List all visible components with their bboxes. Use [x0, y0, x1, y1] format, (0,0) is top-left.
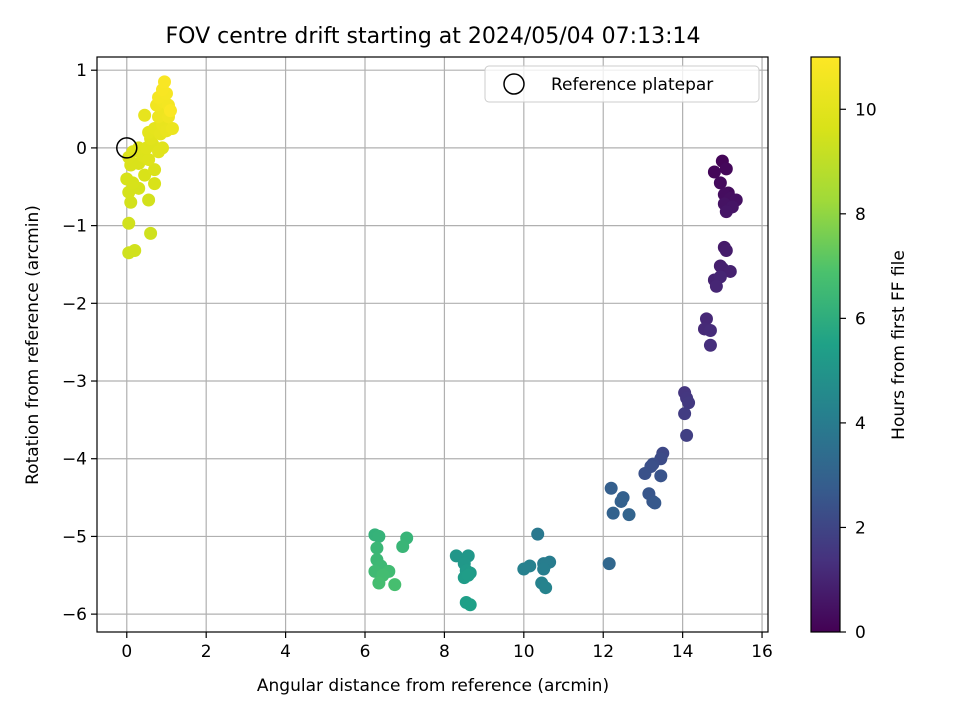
legend-box [484, 65, 760, 103]
data-point [126, 176, 140, 190]
data-point [604, 481, 618, 495]
data-point [148, 177, 162, 191]
y-tick-label: 1 [76, 61, 87, 81]
data-point [703, 338, 717, 352]
colorbar-tick-label: 2 [855, 518, 866, 538]
data-point [682, 396, 696, 410]
data-point [142, 153, 156, 167]
y-tick-label: −5 [62, 527, 87, 547]
y-tick-label: −4 [62, 450, 87, 470]
data-point [719, 243, 733, 257]
x-axis-label: Angular distance from reference (arcmin) [257, 676, 609, 696]
y-tick-label: −2 [62, 294, 87, 314]
data-point [719, 162, 733, 176]
data-point [165, 121, 179, 135]
data-point [537, 562, 551, 576]
data-point [614, 494, 628, 508]
data-points [120, 75, 743, 612]
colorbar-ticks: 0 2 4 6 8 10 [840, 100, 877, 643]
data-point [122, 216, 136, 230]
data-point [396, 540, 410, 554]
data-point [142, 193, 156, 207]
data-point [388, 578, 402, 592]
data-point [138, 168, 152, 182]
data-point [148, 163, 162, 177]
legend: Reference platepar [484, 65, 760, 103]
x-tick-label: 14 [672, 642, 694, 662]
data-point [372, 529, 386, 543]
data-point [680, 428, 694, 442]
data-point [531, 527, 545, 541]
data-point [602, 557, 616, 571]
data-point [723, 264, 737, 278]
x-tick-label: 2 [201, 642, 212, 662]
data-point [156, 141, 170, 155]
data-point [128, 243, 142, 257]
data-point [449, 549, 463, 563]
reference-platepar-marker [116, 137, 138, 159]
grid [97, 57, 768, 632]
colorbar-tick-label: 8 [855, 205, 866, 225]
data-point [157, 75, 171, 89]
legend-entry-reference-platepar: Reference platepar [551, 75, 713, 95]
legend-marker [503, 73, 525, 95]
data-point [539, 581, 553, 595]
data-point [678, 407, 692, 421]
data-point [719, 205, 733, 219]
data-point [707, 165, 721, 179]
data-point [372, 576, 386, 590]
chart-title: FOV centre drift starting at 2024/05/04 … [166, 24, 701, 49]
y-tick-label: −3 [62, 372, 87, 392]
data-point [654, 469, 668, 483]
data-point [138, 108, 152, 122]
x-tick-label: 10 [513, 642, 535, 662]
x-tick-label: 8 [439, 642, 450, 662]
x-tick-label: 12 [592, 642, 614, 662]
data-point [463, 598, 477, 612]
plot-frame [96, 56, 769, 633]
data-point [517, 562, 531, 576]
x-tick-label: 6 [360, 642, 371, 662]
data-point [713, 176, 727, 190]
colorbar-tick-label: 0 [855, 623, 866, 643]
data-point [703, 324, 717, 338]
colorbar [810, 56, 841, 633]
y-tick-label: −1 [62, 217, 87, 237]
data-point [144, 226, 158, 240]
y-tick-label: 0 [76, 139, 87, 159]
colorbar-tick-label: 10 [855, 100, 877, 120]
x-axis-ticks: 0 2 4 6 8 10 12 14 16 [121, 632, 773, 662]
y-axis-ticks: −6 −5 −4 −3 −2 −1 0 1 [62, 61, 97, 625]
data-point [163, 104, 177, 118]
data-point [638, 466, 652, 480]
reference-marker [116, 137, 138, 159]
data-point [124, 195, 138, 209]
data-point [709, 279, 723, 293]
colorbar-label: Hours from first FF file [889, 250, 909, 440]
data-point [622, 508, 636, 522]
colorbar-tick-label: 4 [855, 414, 866, 434]
y-tick-label: −6 [62, 605, 87, 625]
data-point [606, 506, 620, 520]
colorbar-tick-label: 6 [855, 309, 866, 329]
x-tick-label: 4 [280, 642, 291, 662]
x-tick-label: 0 [121, 642, 132, 662]
x-tick-label: 16 [751, 642, 773, 662]
data-point [648, 496, 662, 510]
data-point [699, 312, 713, 326]
data-point [461, 568, 475, 582]
data-point [370, 541, 384, 555]
y-axis-label: Rotation from reference (arcmin) [23, 205, 43, 485]
